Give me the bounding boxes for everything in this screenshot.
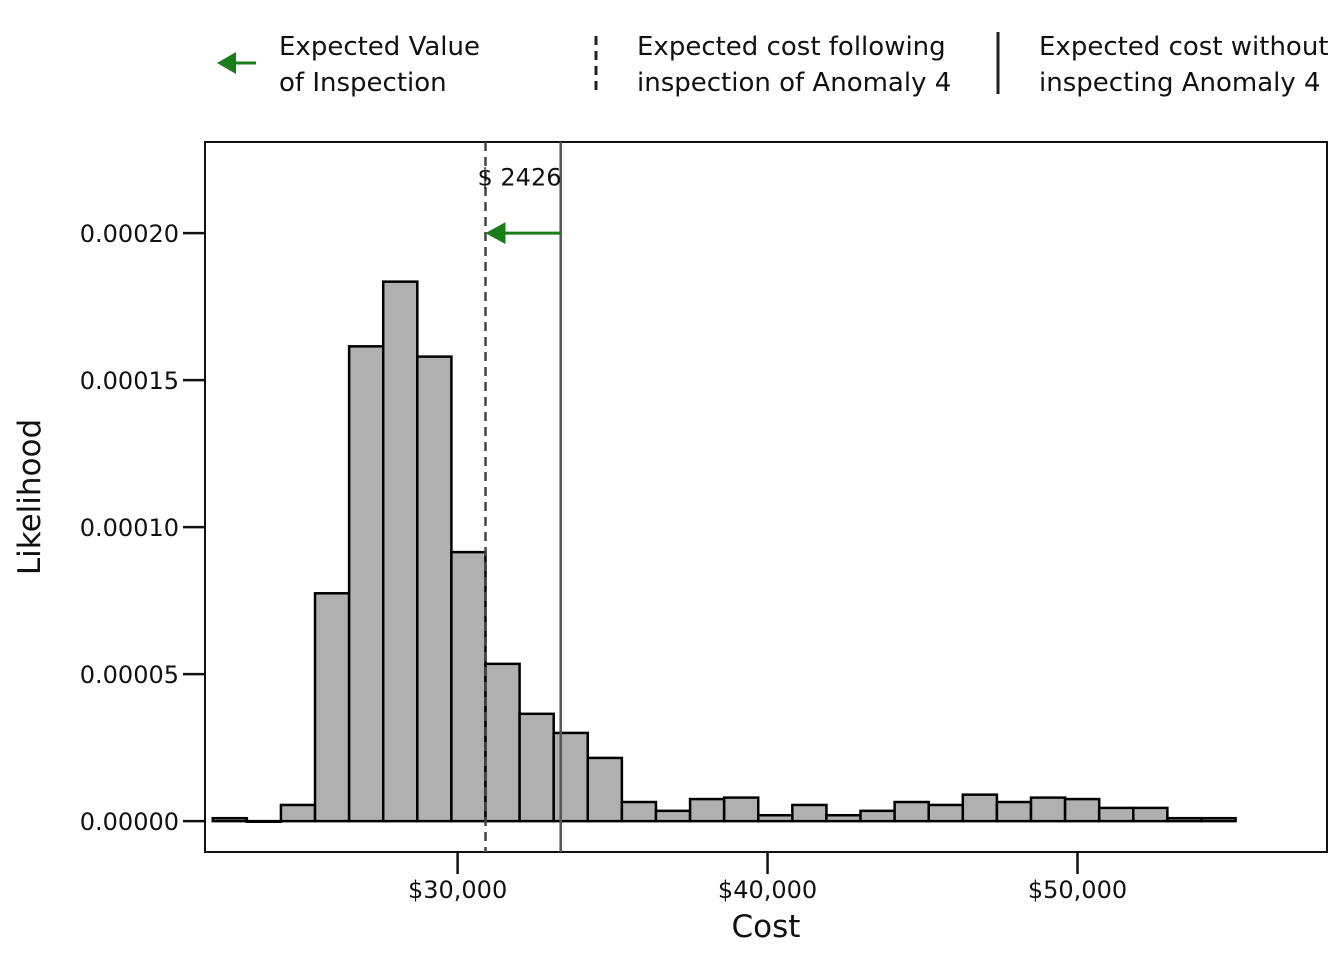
- histogram-bar: [1063, 797, 1101, 823]
- histogram-bar: [552, 731, 590, 823]
- histogram-bar: [450, 550, 487, 823]
- x-tick-label: $40,000: [718, 876, 817, 904]
- y-tick-label: 0.00020: [80, 220, 179, 248]
- y-tick-label: 0.00005: [80, 661, 179, 689]
- histogram-bar: [1029, 796, 1067, 823]
- histogram-bar: [927, 803, 965, 823]
- histogram-bar: [347, 345, 385, 823]
- y-tick-label: 0.00010: [80, 514, 179, 542]
- histogram-bar: [1200, 816, 1237, 823]
- histogram-bar: [995, 800, 1033, 823]
- histogram-bar: [893, 800, 930, 823]
- legend-entry-cost-following-inspection: Expected cost following inspection of An…: [594, 32, 951, 98]
- legend-arrow-icon: [217, 52, 256, 74]
- y-axis-title: Likelihood: [12, 419, 48, 575]
- legend-label-line-1: Expected cost following: [637, 32, 946, 62]
- histogram-bar: [586, 756, 624, 823]
- histogram-bar: [722, 796, 760, 823]
- histogram-bar: [484, 662, 521, 823]
- histogram-bar: [518, 712, 555, 823]
- legend-label-line-2: inspection of Anomaly 4: [637, 68, 951, 98]
- x-axis-title: Cost: [732, 909, 801, 945]
- histogram-bar: [245, 819, 283, 823]
- histogram-bar: [381, 280, 419, 823]
- legend-label-line-2: inspecting Anomaly 4: [1039, 68, 1321, 98]
- histogram-bar: [416, 355, 453, 823]
- y-axis: 0.00000 0.00005 0.00010 0.00015 0.00020: [80, 220, 205, 836]
- histogram-bar: [791, 803, 828, 823]
- legend-entry-cost-without-inspection: Expected cost without inspecting Anomaly…: [996, 32, 1329, 98]
- legend-label-line-2: of Inspection: [279, 68, 447, 98]
- y-tick-label: 0.00000: [80, 808, 179, 836]
- expected-value-annotation: $ 2426: [478, 163, 562, 191]
- x-tick-label: $30,000: [408, 876, 507, 904]
- histogram-bar: [825, 814, 862, 823]
- expected-value-arrow-head: [485, 222, 506, 245]
- histogram-bars: [211, 280, 1237, 823]
- x-axis: $30,000 $40,000 $50,000: [408, 852, 1127, 904]
- legend-label-line-1: Expected cost without: [1039, 32, 1329, 62]
- histogram-bar: [859, 809, 896, 823]
- histogram-bar: [620, 800, 658, 823]
- histogram-bar: [654, 809, 692, 823]
- expected-value-arrow: [485, 222, 561, 245]
- histogram-bar: [961, 793, 999, 823]
- histogram-bar: [1097, 806, 1135, 823]
- histogram-bar: [757, 814, 794, 823]
- histogram-bar: [211, 816, 249, 823]
- histogram-bar: [1132, 806, 1169, 823]
- histogram-bar: [688, 797, 726, 823]
- legend-entry-expected-value: Expected Value of Inspection: [217, 32, 480, 98]
- histogram-bar: [279, 803, 317, 823]
- legend-label-line-1: Expected Value: [279, 32, 480, 62]
- histogram-bar: [1166, 816, 1203, 823]
- x-tick-label: $50,000: [1028, 876, 1127, 904]
- legend: Expected Value of Inspection Expected co…: [217, 32, 1329, 98]
- histogram-bar: [313, 592, 351, 823]
- y-tick-label: 0.00015: [80, 367, 179, 395]
- reference-lines: $ 2426: [478, 142, 562, 852]
